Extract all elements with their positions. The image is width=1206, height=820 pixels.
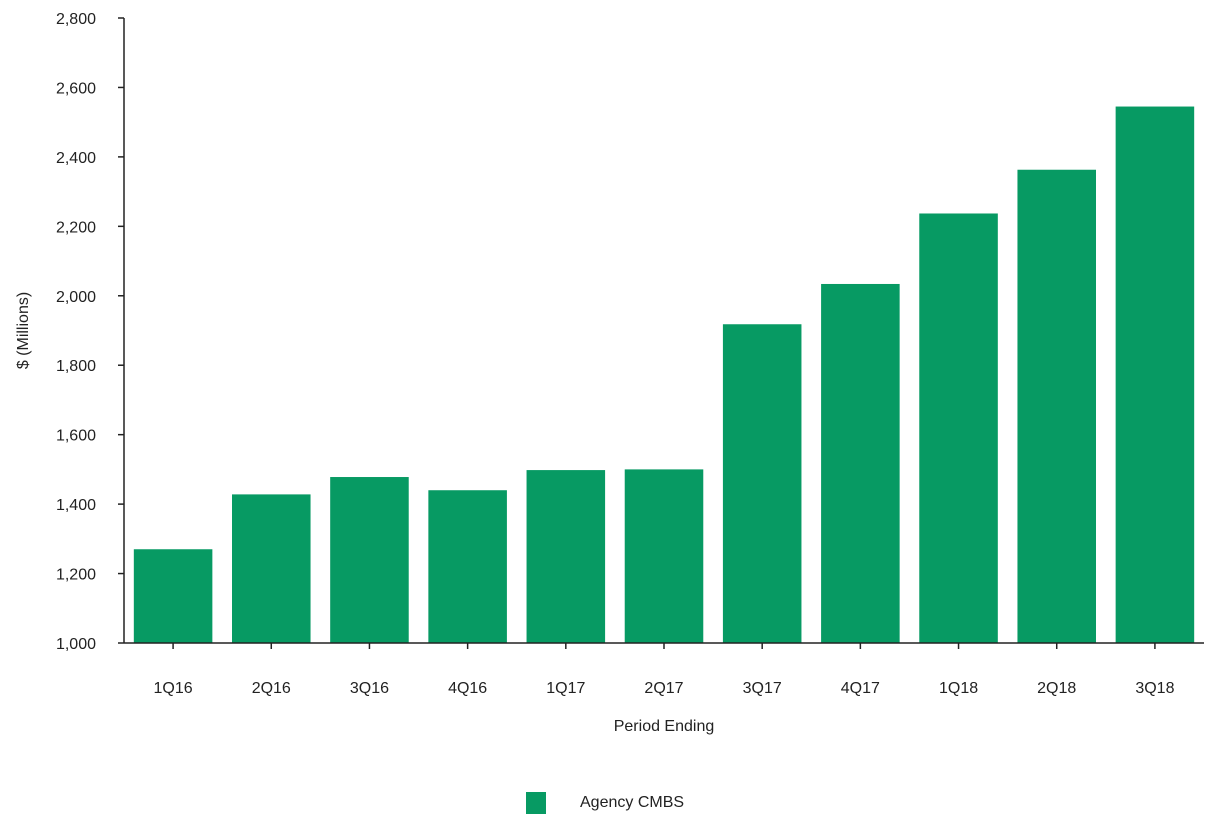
x-tick-label: 2Q17 [644,680,683,697]
x-tick-label: 3Q18 [1135,680,1174,697]
y-tick-label: 1,200 [56,567,96,584]
x-tick-label: 3Q17 [743,680,782,697]
bar-3Q17 [722,324,802,643]
x-tick-label: 4Q17 [841,680,880,697]
y-tick-label: 2,800 [56,11,96,28]
bar-2Q16 [232,494,311,643]
bar-3Q16 [330,477,409,643]
bar-3Q18 [1115,106,1195,643]
x-tick-label: 2Q16 [252,680,291,697]
y-tick-label: 2,400 [56,150,96,167]
x-tick-label: 4Q16 [448,680,487,697]
bar-1Q18 [919,213,998,643]
legend: Agency CMBS [526,792,684,814]
y-tick-label: 1,600 [56,428,96,445]
bar-2Q18 [1017,169,1096,643]
y-axis-title: $ (Millions) [15,292,32,369]
y-axis-ticks: 1,000 1,200 1,400 1,600 1,800 2,000 2,200 2,400… [56,11,124,653]
bar-2Q17 [624,469,704,643]
x-tick-label: 1Q17 [546,680,585,697]
y-tick-label: 2,600 [56,80,96,97]
legend-swatch [526,792,546,814]
bar-chart: 1,000 1,200 1,400 1,600 1,800 2,000 2,200 2,400… [15,11,1204,735]
x-tick-label: 3Q16 [350,680,389,697]
bar-1Q16 [133,549,213,643]
x-tick-label: 2Q18 [1037,680,1076,697]
y-tick-label: 1,400 [56,497,96,514]
legend-label: Agency CMBS [580,794,685,811]
x-tick-label: 1Q18 [939,680,978,697]
bar-4Q17 [821,283,900,643]
y-tick-label: 2,000 [56,289,96,306]
x-tick-label: 1Q16 [154,680,193,697]
bar-4Q16 [428,490,507,643]
y-tick-label: 2,200 [56,219,96,236]
x-axis-title: Period Ending [614,718,715,735]
x-axis-ticks: 1Q16 2Q16 3Q16 4Q16 1Q17 2Q17 3Q17 4Q17 1Q18 2Q18… [154,643,1175,697]
y-tick-label: 1,800 [56,358,96,375]
y-tick-label: 1,000 [56,636,96,653]
bars-group [133,106,1195,643]
bar-1Q17 [526,470,606,643]
